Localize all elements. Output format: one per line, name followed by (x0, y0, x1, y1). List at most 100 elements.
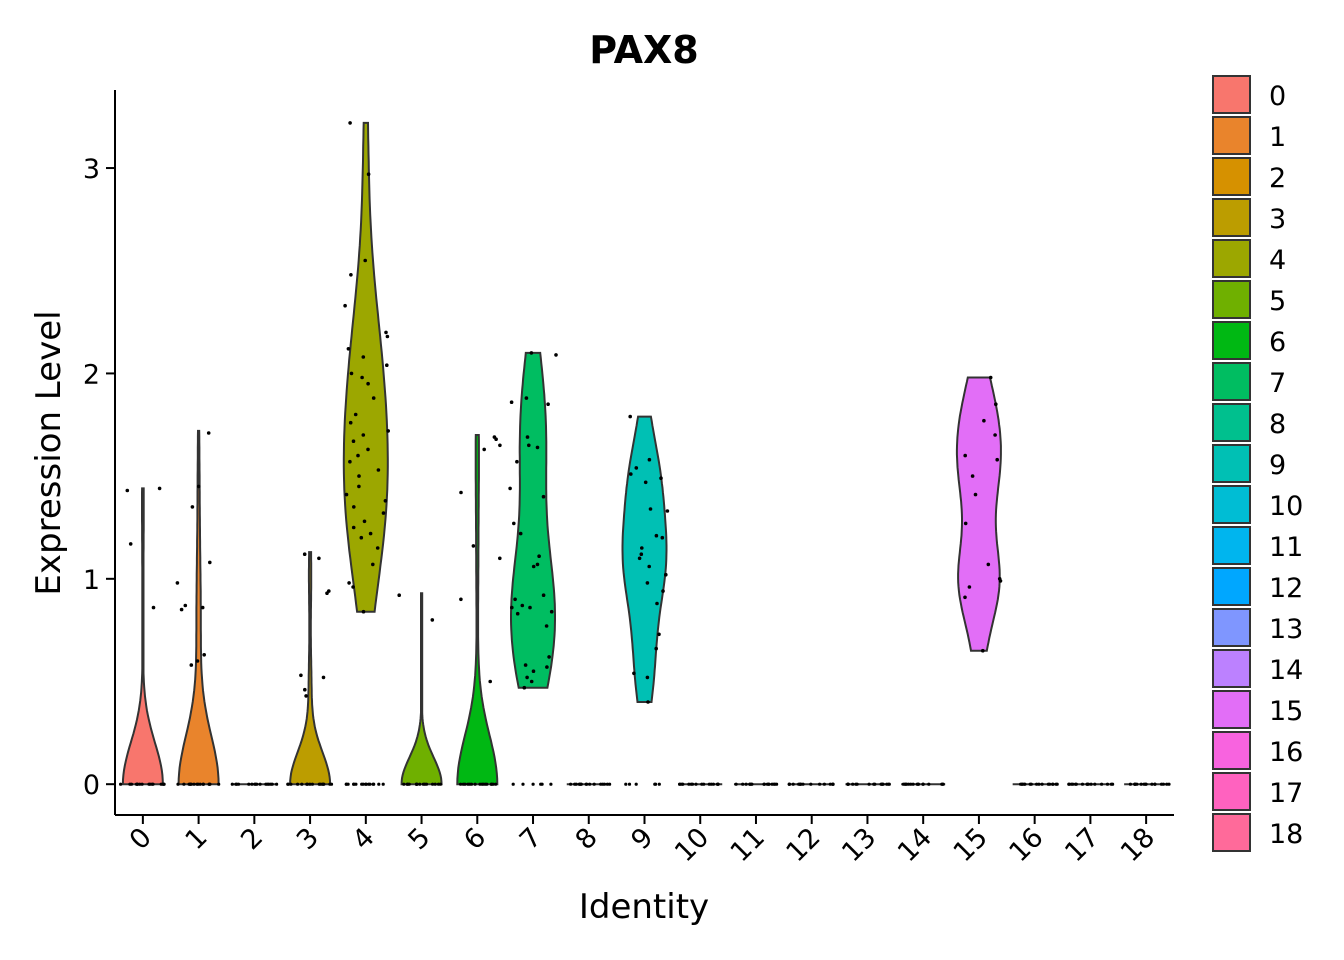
x-tick-label: 8 (570, 822, 604, 856)
data-point (629, 472, 633, 476)
data-point (348, 121, 352, 125)
legend-label: 17 (1269, 778, 1303, 809)
x-tick-label: 6 (458, 822, 492, 856)
zero-point (887, 782, 891, 786)
x-tick-label: 0 (124, 822, 158, 856)
x-axis-title: Identity (579, 887, 709, 927)
data-point (523, 663, 528, 667)
zero-point (436, 782, 441, 786)
zero-point (147, 782, 151, 786)
data-point (353, 412, 358, 417)
data-point (361, 609, 366, 614)
zero-point (421, 782, 425, 786)
violin-1 (177, 429, 220, 786)
data-point (386, 429, 391, 433)
data-point (546, 402, 550, 407)
legend-label: 8 (1269, 409, 1286, 440)
zero-point (360, 782, 364, 786)
zero-point (1085, 782, 1089, 786)
zero-point (286, 782, 290, 786)
legend-label: 18 (1269, 819, 1303, 850)
data-point (518, 531, 523, 536)
zero-point (1028, 782, 1032, 786)
data-point (643, 480, 648, 485)
x-tick-label: 18 (1115, 822, 1161, 868)
data-point (549, 609, 554, 614)
legend-label: 10 (1269, 491, 1303, 522)
zero-point (657, 782, 661, 786)
zero-point (310, 782, 314, 786)
legend-key-1 (1212, 116, 1251, 155)
zero-point (265, 782, 270, 786)
violin-15 (955, 376, 1002, 652)
zero-point (818, 782, 822, 786)
data-point (351, 585, 355, 589)
x-tick-label: 7 (514, 822, 548, 856)
data-point (645, 581, 650, 585)
zero-point (700, 782, 704, 786)
zero-point (831, 782, 835, 786)
data-point (970, 474, 975, 478)
zero-point (1144, 782, 1148, 786)
zero-point (715, 782, 720, 786)
x-tick-label: 10 (669, 822, 715, 868)
zero-point (431, 782, 435, 786)
data-point (982, 418, 986, 423)
zero-point (627, 782, 632, 786)
legend-key-10 (1212, 485, 1251, 524)
zero-point (308, 782, 312, 786)
x-tick-label: 11 (725, 822, 771, 868)
zero-point (531, 782, 535, 786)
data-point (351, 439, 356, 444)
zero-point (296, 782, 300, 786)
zero-point (734, 782, 738, 786)
legend-key-5 (1212, 280, 1251, 319)
legend-label: 9 (1269, 450, 1286, 481)
data-point (195, 659, 200, 663)
zero-point (247, 782, 251, 786)
legend-key-8 (1212, 403, 1251, 442)
legend-label: 13 (1269, 614, 1303, 645)
zero-point (791, 782, 795, 786)
data-point (547, 655, 551, 659)
x-tick-label: 16 (1003, 822, 1049, 868)
data-point (545, 665, 549, 669)
zero-point (921, 782, 925, 786)
zero-point (521, 782, 525, 786)
data-point (531, 669, 536, 673)
zero-point (402, 782, 406, 786)
data-point (525, 435, 530, 439)
zero-point (1128, 782, 1132, 786)
zero-point (851, 782, 855, 786)
zero-point (707, 782, 711, 786)
legend-label: 4 (1269, 245, 1286, 276)
legend-label: 7 (1269, 368, 1286, 399)
data-point (304, 694, 308, 698)
zero-point (1037, 782, 1041, 786)
y-axis-title: Expression Level (29, 310, 69, 595)
violins-layer (121, 121, 1169, 786)
zero-point (1105, 782, 1110, 786)
zero-point (911, 782, 915, 786)
zero-point (854, 782, 858, 786)
data-point (498, 556, 502, 561)
data-point (645, 675, 650, 680)
zero-point (941, 782, 945, 786)
data-point (524, 396, 529, 400)
zero-point (469, 782, 474, 786)
data-point (637, 556, 642, 561)
zero-point (364, 782, 368, 786)
legend-key-9 (1212, 444, 1251, 483)
violin-0 (121, 487, 164, 786)
data-point (371, 396, 376, 400)
zero-point (176, 782, 180, 786)
data-point (183, 603, 188, 608)
data-point (664, 572, 668, 577)
zero-point (201, 782, 205, 786)
zero-point (129, 782, 134, 786)
data-point (321, 675, 326, 680)
data-point (528, 605, 532, 610)
data-point (488, 679, 493, 684)
